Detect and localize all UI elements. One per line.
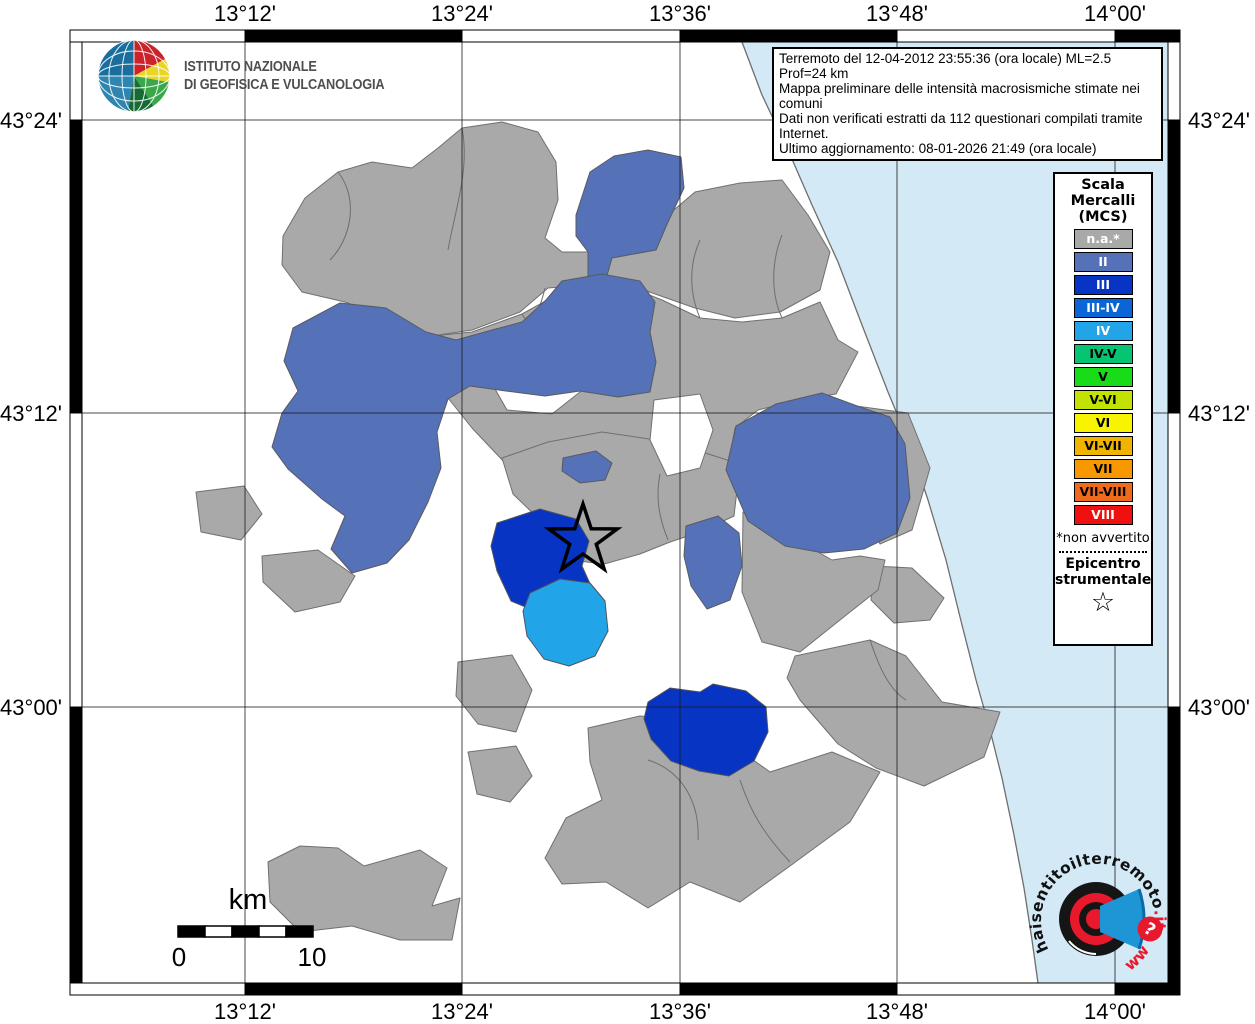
municipality-na-south-cluster: [544, 715, 881, 909]
municipality-na-coast-south: [786, 639, 1001, 787]
municipality-ii-west-band: [271, 273, 657, 574]
legend-swatch-v-vi: V-VI: [1073, 390, 1133, 410]
info-line-map: Mappa preliminare delle intensità macros…: [779, 81, 1140, 111]
map-frame: [69, 29, 1181, 996]
earthquake-info-box: Terremoto del 12-04-2012 23:55:36 (ora l…: [772, 47, 1163, 161]
legend-epicenter-star-icon: ☆: [1090, 587, 1116, 618]
ingv-globe-icon: [97, 39, 171, 113]
logo-highlight: [1068, 940, 1097, 955]
municipality-na-small-1: [455, 654, 533, 733]
question-badge: [1137, 916, 1163, 942]
legend-swatch-vi: VI: [1073, 413, 1133, 433]
municipality-iv-below-star: [522, 578, 609, 667]
ingv-wordmark: ISTITUTO NAZIONALE DI GEOFISICA E VULCAN…: [184, 58, 385, 94]
legend-swatch-iv: IV: [1073, 321, 1133, 341]
legend-panel: Scala Mercalli (MCS) n.a.* II III III-IV…: [1053, 172, 1153, 646]
lat-label-right-2: 43°12': [1188, 401, 1250, 426]
logo-megaphone-icon: [1100, 889, 1144, 949]
scale-end-label: 10: [297, 942, 327, 972]
scale-bar: [177, 925, 314, 938]
lon-label-top-4: 13°48': [866, 1, 928, 26]
legend-swatch-na: n.a.*: [1073, 229, 1133, 249]
lat-label-left-3: 43°00': [0, 695, 62, 720]
scale-unit-label: km: [228, 884, 268, 916]
legend-title: Scala Mercalli (MCS): [1070, 177, 1136, 225]
lon-label-top-1: 13°12': [214, 1, 276, 26]
lon-label-bottom-5: 14°00': [1084, 999, 1146, 1024]
legend-swatch-iv-v: IV-V: [1073, 344, 1133, 364]
lat-label-right-3: 43°00': [1188, 695, 1250, 720]
legend-swatch-ii: II: [1073, 252, 1133, 272]
municipality-ii-north: [575, 149, 685, 287]
lon-label-bottom-3: 13°36': [649, 999, 711, 1024]
scale-start-label: 0: [171, 942, 187, 972]
municipality-na-small-2: [467, 745, 533, 803]
white-hole-2: [649, 393, 714, 477]
legend-swatch-vii: VII: [1073, 459, 1133, 479]
legend-footnote: *non avvertito: [1056, 531, 1150, 546]
municipality-na-west-2: [261, 549, 356, 613]
ingv-logo: ISTITUTO NAZIONALE DI GEOFISICA E VULCAN…: [96, 38, 416, 116]
lon-label-top-5: 14°00': [1084, 1, 1146, 26]
ingv-name-line2: DI GEOFISICA E VULCANOLOGIA: [184, 77, 385, 93]
info-line-event: Terremoto del 12-04-2012 23:55:36 (ora l…: [779, 51, 1112, 81]
lon-label-bottom-2: 13°24': [431, 999, 493, 1024]
legend-swatch-v: V: [1073, 367, 1133, 387]
municipality-ii-small-center: [561, 450, 613, 484]
municipalities-iv: [522, 578, 609, 667]
epicenter-star: [543, 498, 623, 574]
legend-swatch-viii: VIII: [1073, 505, 1133, 525]
municipality-na-coast-2: [870, 565, 945, 624]
legend-swatch-iii: III: [1073, 275, 1133, 295]
municipality-ii-east: [725, 392, 911, 554]
coastline: [741, 41, 1039, 984]
info-line-data: Dati non verificati estratti da 112 ques…: [779, 111, 1143, 141]
ingv-name-line1: ISTITUTO NAZIONALE: [184, 59, 317, 75]
lat-label-right-1: 43°24': [1188, 108, 1250, 133]
lat-label-left-1: 43°24': [0, 108, 62, 133]
lon-label-bottom-1: 13°12': [214, 999, 276, 1024]
municipality-ii-mid-east: [683, 515, 743, 610]
info-line-updated: Ultimo aggiornamento: 08-01-2026 21:49 (…: [779, 141, 1097, 156]
lon-label-bottom-4: 13°48': [866, 999, 928, 1024]
lon-label-top-2: 13°24': [431, 1, 493, 26]
municipalities-ii: [271, 149, 911, 610]
legend-separator: [1059, 551, 1147, 553]
legend-epicenter-label: Epicentro strumentale: [1055, 556, 1152, 588]
legend-swatch-vi-vii: VI-VII: [1073, 436, 1133, 456]
lon-label-top-3: 13°36': [649, 1, 711, 26]
legend-swatch-vii-viii: VII-VIII: [1073, 482, 1133, 502]
legend-swatch-iii-iv: III-IV: [1073, 298, 1133, 318]
lat-label-left-2: 43°12': [0, 401, 62, 426]
